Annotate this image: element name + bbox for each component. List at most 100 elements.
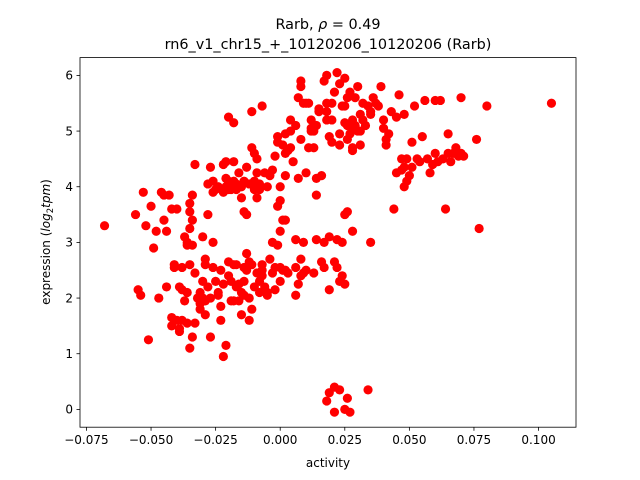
data-point: [185, 223, 195, 234]
data-point: [218, 351, 228, 362]
y-tick-label: 5: [65, 124, 73, 138]
data-point: [198, 232, 208, 242]
data-point: [244, 293, 254, 303]
x-tick-label: −0.075: [64, 433, 108, 447]
x-tick-label: 0.025: [328, 433, 362, 447]
data-point: [435, 95, 445, 106]
data-point: [337, 271, 347, 281]
data-point: [262, 182, 272, 192]
data-point: [254, 179, 265, 189]
y-tick-label: 1: [65, 347, 73, 361]
data-point: [311, 120, 321, 131]
data-point: [190, 318, 200, 328]
data-point: [350, 93, 360, 103]
data-point: [353, 81, 363, 92]
data-point: [309, 268, 319, 278]
data-point: [218, 279, 228, 289]
data-point: [244, 315, 254, 325]
data-point: [340, 279, 350, 289]
data-point: [335, 140, 345, 150]
data-point: [164, 190, 174, 200]
data-point: [216, 301, 226, 312]
data-point: [187, 332, 197, 342]
data-point: [322, 106, 332, 117]
data-point: [409, 101, 420, 111]
y-axis-label: expression (log2tpm): [39, 179, 56, 305]
data-point: [273, 240, 283, 250]
data-point: [329, 87, 340, 97]
data-point: [291, 290, 301, 300]
data-points: [99, 68, 557, 417]
y-tick-label: 2: [65, 291, 73, 305]
x-tick-label: 0.000: [263, 433, 297, 447]
data-point: [190, 159, 200, 170]
data-point: [381, 140, 391, 150]
data-point: [270, 151, 280, 161]
data-point: [208, 237, 218, 247]
data-point: [417, 132, 427, 142]
data-point: [459, 151, 469, 161]
data-point: [275, 182, 285, 192]
data-point: [174, 326, 185, 337]
data-point: [311, 190, 321, 200]
data-point: [394, 90, 404, 100]
data-point: [187, 190, 197, 200]
data-point: [190, 268, 200, 278]
data-point: [378, 115, 389, 125]
data-point: [242, 162, 252, 172]
data-point: [335, 129, 345, 139]
data-point: [402, 154, 412, 164]
data-point: [285, 143, 296, 153]
data-point: [316, 171, 327, 181]
data-point: [185, 343, 195, 353]
data-point: [322, 396, 332, 406]
data-point: [345, 407, 355, 417]
data-point: [291, 262, 301, 273]
data-point: [288, 157, 298, 167]
data-point: [280, 215, 290, 225]
data-point: [366, 109, 376, 119]
data-point: [296, 134, 306, 145]
y-tick-label: 3: [65, 236, 73, 250]
data-point: [177, 262, 187, 273]
y-tick-label: 0: [65, 403, 73, 417]
data-point: [324, 285, 334, 295]
data-point: [319, 262, 329, 273]
data-point: [296, 254, 306, 264]
data-point: [161, 226, 172, 236]
data-point: [275, 276, 285, 286]
data-point: [257, 260, 267, 270]
data-point: [221, 340, 231, 350]
data-point: [301, 265, 311, 275]
data-point: [347, 226, 358, 236]
data-point: [301, 168, 311, 178]
data-point: [216, 265, 226, 275]
data-point: [185, 207, 195, 217]
data-point: [443, 129, 453, 139]
data-point: [337, 237, 347, 247]
data-point: [252, 168, 262, 178]
data-point: [327, 115, 337, 125]
data-point: [180, 296, 190, 306]
data-point: [247, 106, 257, 117]
data-point: [136, 290, 146, 300]
data-point: [143, 335, 154, 345]
data-point: [205, 162, 216, 172]
data-point: [314, 106, 324, 117]
data-point: [340, 73, 350, 83]
data-point: [200, 310, 210, 320]
y-tick-label: 4: [65, 180, 73, 194]
data-point: [149, 243, 159, 253]
data-point: [247, 304, 257, 314]
data-point: [342, 393, 352, 403]
data-point: [335, 385, 345, 395]
data-point: [182, 318, 192, 328]
data-point: [407, 162, 417, 172]
data-point: [99, 221, 110, 231]
data-point: [355, 140, 365, 150]
data-point: [185, 198, 195, 209]
data-point: [322, 70, 332, 81]
data-point: [221, 157, 231, 167]
data-point: [474, 223, 484, 234]
